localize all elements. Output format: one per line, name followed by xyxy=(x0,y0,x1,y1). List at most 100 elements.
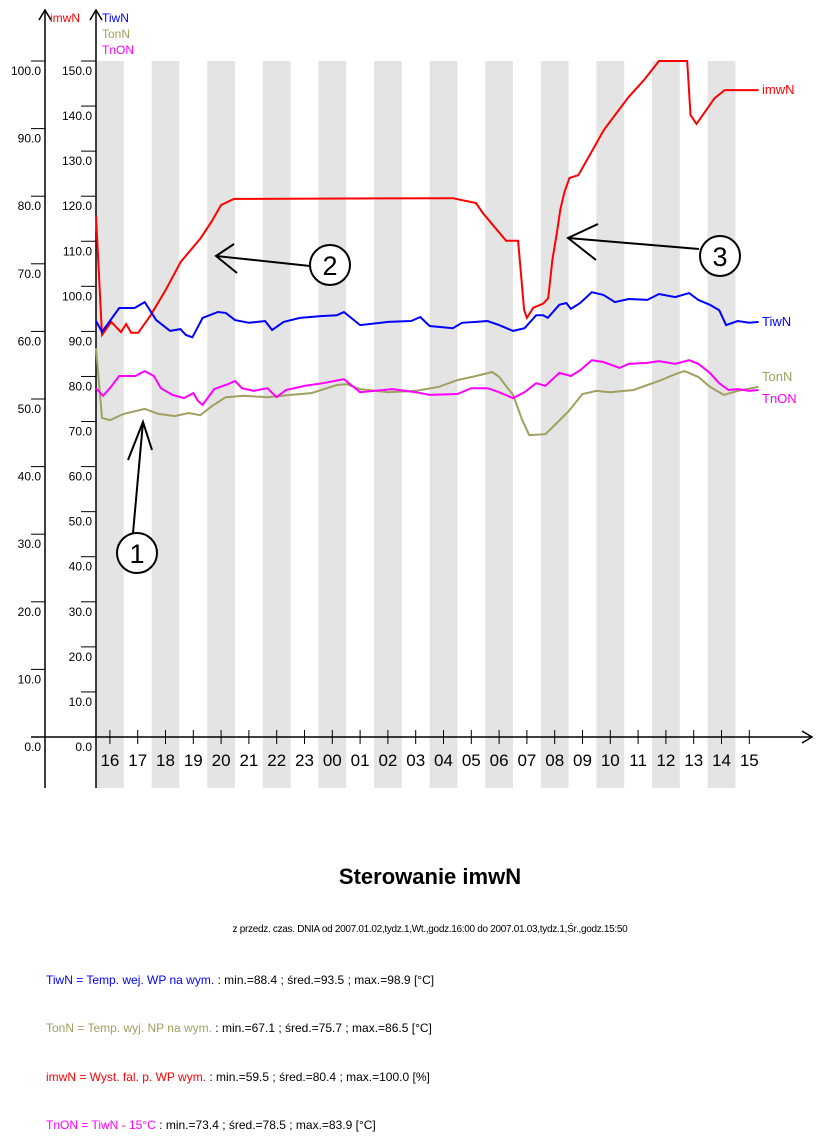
right-tick-label: 80.0 xyxy=(69,379,93,393)
annotation-circle xyxy=(699,235,741,277)
legend-stats: : min.=88.4 ; śred.=93.5 ; max.=98.9 [°C… xyxy=(214,973,435,987)
annotation-number: 1 xyxy=(129,539,144,569)
legend-name: imwN = Wyst. fal. p. WP wym. xyxy=(46,1070,207,1084)
left-tick-label: 40.0 xyxy=(18,470,42,484)
hour-band xyxy=(96,61,124,788)
annotation-arrow xyxy=(215,255,311,267)
legend-imwn: imwN = Wyst. fal. p. WP wym. : min.=59.5… xyxy=(46,1070,430,1084)
chart-subtitle: z przedz. czas. DNIA od 2007.01.02,tydz.… xyxy=(232,924,628,935)
left-tick-label: 50.0 xyxy=(18,402,42,416)
right-tick-label: 110.0 xyxy=(63,244,92,258)
chart-title: Sterowanie imwN xyxy=(338,864,522,889)
right-tick-label: 70.0 xyxy=(69,425,93,439)
left-tick-label: 80.0 xyxy=(18,199,42,213)
x-tick-label: 13 xyxy=(684,751,703,770)
right-tick-label: 120.0 xyxy=(62,199,92,213)
legend-stats: : min.=67.1 ; śred.=75.7 ; max.=86.5 [°C… xyxy=(211,1021,432,1035)
right-tick-label: 0.0 xyxy=(75,740,92,754)
left-tick-label: 10.0 xyxy=(18,672,42,686)
right-tick-label: 140.0 xyxy=(62,109,92,123)
annotation-arrow xyxy=(132,421,144,534)
right-tick-label: 40.0 xyxy=(69,560,93,574)
x-tick-label: 21 xyxy=(239,751,258,770)
hour-band xyxy=(707,61,736,788)
right-axis-title: TiwN xyxy=(102,11,129,25)
annotation-arrowhead-icon xyxy=(566,223,599,261)
x-tick-label: 12 xyxy=(656,751,675,770)
series-line-TiwN xyxy=(95,291,759,339)
right-axis-arrow-icon xyxy=(89,8,103,21)
left-tick-label: 90.0 xyxy=(18,132,42,146)
series-line-imwN xyxy=(95,60,759,338)
hour-band xyxy=(151,61,180,788)
x-tick-label: 19 xyxy=(184,751,203,770)
series-label-imwN: imwN xyxy=(762,82,795,97)
series-label-TonN: TonN xyxy=(762,369,792,384)
annotation-arrowhead-icon xyxy=(127,419,153,461)
annotation-arrow xyxy=(567,237,700,250)
left-tick-label: 60.0 xyxy=(18,334,42,348)
series-line-TnON xyxy=(95,359,759,407)
x-tick-label: 05 xyxy=(462,751,481,770)
x-tick-label: 10 xyxy=(601,751,620,770)
legend-name: TonN = Temp. wyj. NP na wym. xyxy=(46,1021,212,1035)
legend-stats: : min.=73.4 ; śred.=78.5 ; max.=83.9 [°C… xyxy=(155,1118,376,1132)
x-tick-label: 17 xyxy=(128,751,147,770)
hour-band xyxy=(652,61,680,788)
right-axis-title: TnON xyxy=(102,43,134,57)
right-tick-label: 20.0 xyxy=(69,650,93,664)
x-tick-label: 07 xyxy=(517,751,536,770)
right-tick-label: 90.0 xyxy=(69,334,93,348)
hour-band xyxy=(262,61,291,788)
legend-name: TiwN = Temp. wej. WP na wym. xyxy=(46,973,215,987)
annotation-circle xyxy=(116,532,158,574)
hour-band xyxy=(596,61,625,788)
left-tick-label: 0.0 xyxy=(24,740,41,754)
x-tick-label: 11 xyxy=(629,751,647,770)
annotation-number: 3 xyxy=(712,242,727,272)
annotation-number: 2 xyxy=(322,251,337,281)
right-tick-label: 30.0 xyxy=(69,605,93,619)
hour-band xyxy=(485,61,513,788)
right-tick-label: 130.0 xyxy=(62,154,92,168)
x-tick-label: 00 xyxy=(323,751,342,770)
x-tick-label: 09 xyxy=(573,751,592,770)
x-tick-label: 02 xyxy=(378,751,397,770)
x-tick-label: 15 xyxy=(740,751,759,770)
left-tick-label: 30.0 xyxy=(18,537,42,551)
x-tick-label: 06 xyxy=(490,751,509,770)
left-axis-arrow-icon xyxy=(38,8,52,21)
annotation-circle xyxy=(309,244,351,286)
right-axis-title: TonN xyxy=(102,27,130,41)
legend-tnon: TnON = TiwN - 15°C : min.=73.4 ; śred.=7… xyxy=(46,1118,376,1132)
right-tick-label: 60.0 xyxy=(69,470,93,484)
legend-stats: : min.=59.5 ; śred.=80.4 ; max.=100.0 [%… xyxy=(206,1070,430,1084)
series-label-TiwN: TiwN xyxy=(762,314,791,329)
hour-band xyxy=(374,61,402,788)
right-tick-label: 50.0 xyxy=(69,515,93,529)
x-tick-label: 16 xyxy=(100,751,119,770)
x-tick-label: 23 xyxy=(295,751,314,770)
hour-band xyxy=(429,61,458,788)
x-tick-label: 14 xyxy=(712,751,731,770)
left-axis-title: imwN xyxy=(50,11,80,25)
x-tick-label: 01 xyxy=(351,751,370,770)
x-axis-arrow-icon xyxy=(801,730,814,744)
right-tick-label: 100.0 xyxy=(62,289,92,303)
x-tick-label: 04 xyxy=(434,751,453,770)
series-line-TonN xyxy=(95,348,759,437)
x-tick-label: 22 xyxy=(267,751,286,770)
x-tick-label: 20 xyxy=(212,751,231,770)
legend-name: TnON = TiwN - 15°C xyxy=(46,1118,156,1132)
legend-tiwn: TiwN = Temp. wej. WP na wym. : min.=88.4… xyxy=(46,973,434,987)
hour-band xyxy=(318,61,347,788)
annotation-arrowhead-icon xyxy=(214,243,238,274)
x-tick-label: 08 xyxy=(545,751,564,770)
x-tick-label: 18 xyxy=(156,751,175,770)
legend-tonn: TonN = Temp. wyj. NP na wym. : min.=67.1… xyxy=(46,1021,432,1035)
left-tick-label: 100.0 xyxy=(11,64,41,78)
hour-band xyxy=(207,61,235,788)
left-tick-label: 20.0 xyxy=(18,605,42,619)
right-tick-label: 10.0 xyxy=(69,695,93,709)
series-label-TnON: TnON xyxy=(762,391,797,406)
